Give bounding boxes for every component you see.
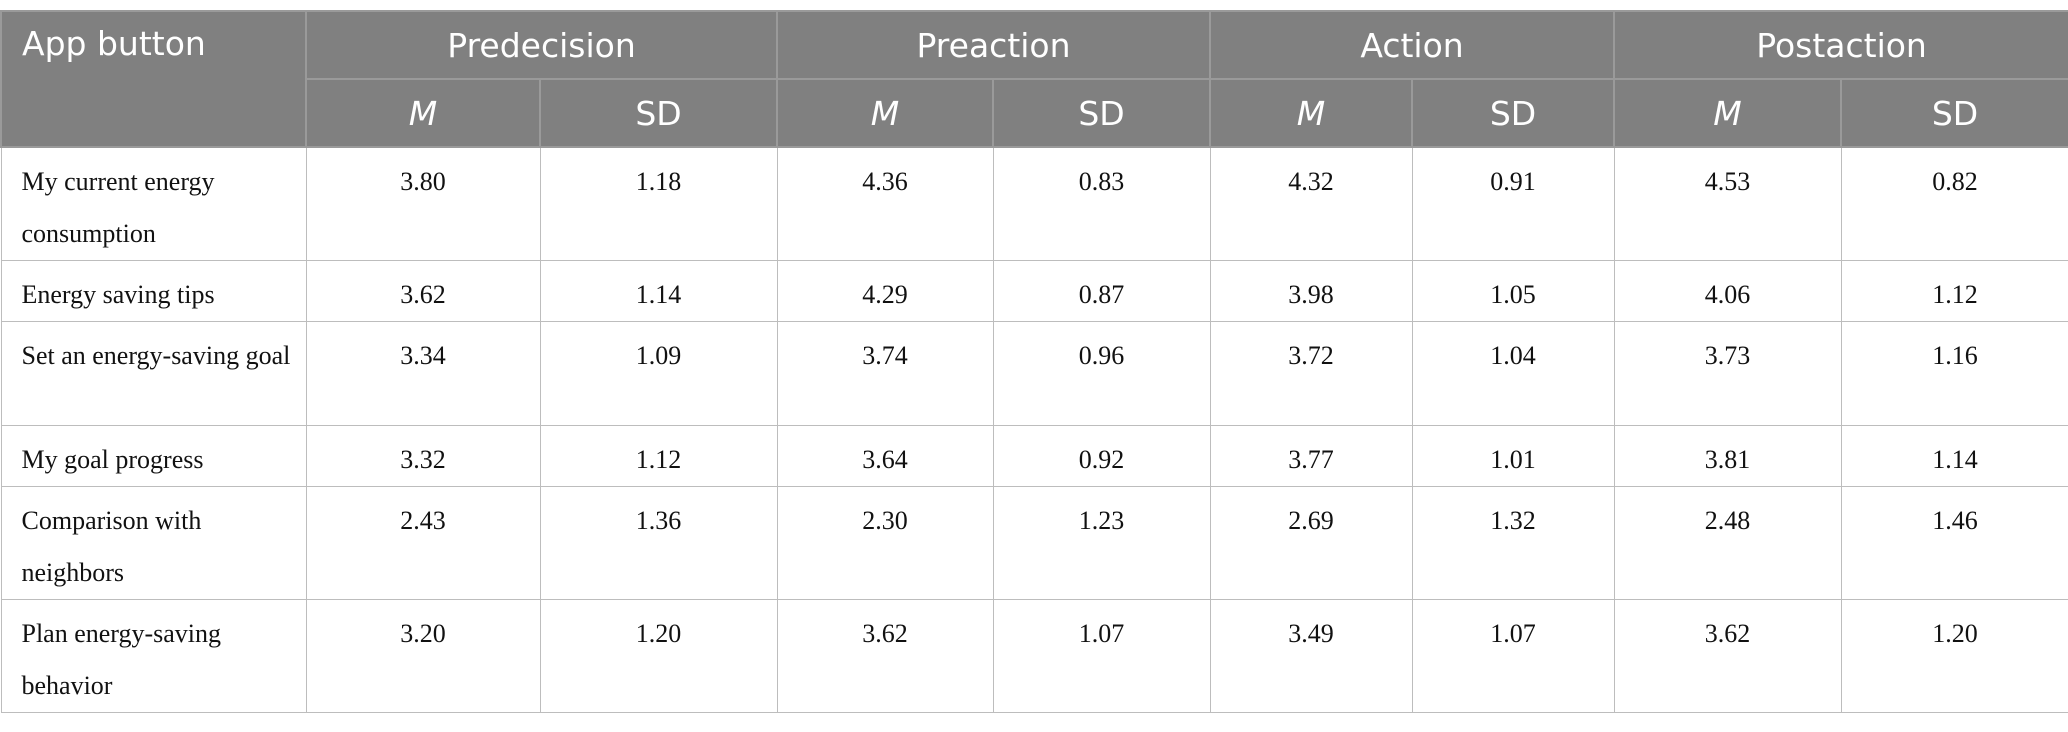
- value-cell: 2.69: [1209, 486, 1413, 600]
- value-cell: 2.43: [305, 486, 541, 600]
- value-cell: 0.82: [1840, 146, 2068, 261]
- mean-header: M: [305, 78, 541, 148]
- value-cell: 1.18: [539, 146, 778, 261]
- row-label: Comparison with neighbors: [0, 486, 307, 600]
- value-cell: 4.36: [776, 146, 994, 261]
- value-cell: 0.83: [992, 146, 1211, 261]
- value-cell: 0.87: [992, 260, 1211, 322]
- value-cell: 1.07: [992, 599, 1211, 713]
- value-cell: 1.12: [539, 425, 778, 487]
- value-cell: 3.62: [1613, 599, 1842, 713]
- value-cell: 0.96: [992, 321, 1211, 426]
- table-row: Plan energy-saving behavior 3.20 1.20 3.62 1…: [0, 599, 2068, 713]
- value-cell: 3.64: [776, 425, 994, 487]
- value-cell: 3.77: [1209, 425, 1413, 487]
- row-header: App button: [0, 10, 307, 148]
- value-cell: 3.62: [305, 260, 541, 322]
- value-cell: 3.74: [776, 321, 994, 426]
- value-cell: 4.32: [1209, 146, 1413, 261]
- value-cell: 1.23: [992, 486, 1211, 600]
- value-cell: 2.48: [1613, 486, 1842, 600]
- phase-header: Predecision: [305, 10, 778, 80]
- sd-header: SD: [1840, 78, 2068, 148]
- sd-header: SD: [1411, 78, 1616, 148]
- value-cell: 4.53: [1613, 146, 1842, 261]
- phase-header: Action: [1209, 10, 1616, 80]
- value-cell: 1.09: [539, 321, 778, 426]
- value-cell: 1.46: [1840, 486, 2068, 600]
- table-row: Energy saving tips 3.62 1.14 4.29 0.87 3.98 1.…: [0, 260, 2068, 322]
- value-cell: 1.36: [539, 486, 778, 600]
- value-cell: 3.80: [305, 146, 541, 261]
- value-cell: 1.14: [1840, 425, 2068, 487]
- value-cell: 0.92: [992, 425, 1211, 487]
- value-cell: 1.05: [1411, 260, 1615, 322]
- value-cell: 1.32: [1411, 486, 1615, 600]
- mean-header: M: [1613, 78, 1843, 148]
- value-cell: 1.20: [1840, 599, 2068, 713]
- value-cell: 1.20: [539, 599, 778, 713]
- value-cell: 3.73: [1613, 321, 1842, 426]
- value-cell: 3.62: [776, 599, 994, 713]
- value-cell: 3.81: [1613, 425, 1842, 487]
- row-label: Energy saving tips: [0, 260, 307, 322]
- value-cell: 0.91: [1411, 146, 1615, 261]
- phase-header: Postaction: [1613, 10, 2068, 80]
- data-table: App button Predecision Preaction Action Post…: [0, 10, 2068, 713]
- value-cell: 1.16: [1840, 321, 2068, 426]
- value-cell: 3.34: [305, 321, 541, 426]
- row-label: My goal progress: [0, 425, 307, 487]
- value-cell: 3.32: [305, 425, 541, 487]
- value-cell: 3.72: [1209, 321, 1413, 426]
- mean-header: M: [776, 78, 994, 148]
- value-cell: 3.49: [1209, 599, 1413, 713]
- value-cell: 4.06: [1613, 260, 1842, 322]
- value-cell: 2.30: [776, 486, 994, 600]
- row-label: Plan energy-saving behavior: [0, 599, 307, 713]
- sd-header: SD: [539, 78, 778, 148]
- table-row: Comparison with neighbors 2.43 1.36 2.30 1.2…: [0, 486, 2068, 600]
- value-cell: 1.12: [1840, 260, 2068, 322]
- table-row: Set an energy-saving goal 3.34 1.09 3.74 0.9…: [0, 321, 2068, 426]
- value-cell: 1.07: [1411, 599, 1615, 713]
- row-label: My current energy consumption: [0, 146, 307, 261]
- value-cell: 1.14: [539, 260, 778, 322]
- sd-header: SD: [991, 78, 1212, 148]
- phase-header: Preaction: [775, 10, 1212, 80]
- value-cell: 3.20: [305, 599, 541, 713]
- mean-header: M: [1209, 78, 1414, 148]
- table-row: My current energy consumption 3.80 1.18 4.3…: [0, 146, 2068, 261]
- table-row: My goal progress 3.32 1.12 3.64 0.92 3.77 1.01…: [0, 425, 2068, 487]
- value-cell: 4.29: [776, 260, 994, 322]
- value-cell: 1.04: [1411, 321, 1615, 426]
- row-label: Set an energy-saving goal: [0, 321, 307, 426]
- value-cell: 1.01: [1411, 425, 1615, 487]
- value-cell: 3.98: [1209, 260, 1413, 322]
